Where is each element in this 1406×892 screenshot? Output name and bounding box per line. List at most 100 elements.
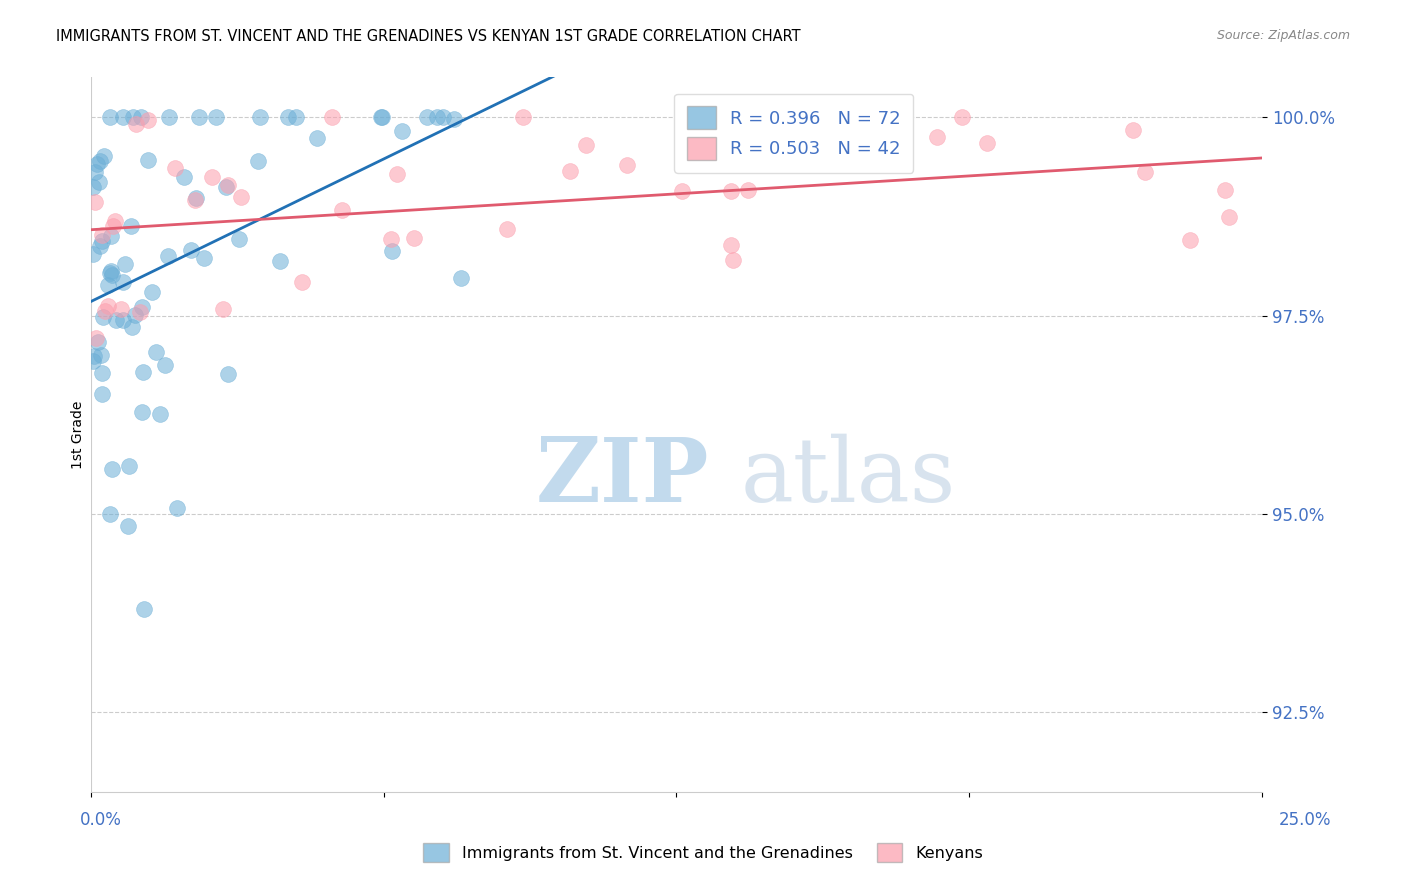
Point xyxy=(385,167,408,181)
Point xyxy=(277,110,299,124)
Point xyxy=(110,302,132,317)
Point xyxy=(720,184,742,198)
Point xyxy=(89,175,111,189)
Point xyxy=(575,138,598,153)
Point xyxy=(193,251,215,265)
Point xyxy=(201,170,224,185)
Text: 25.0%: 25.0% xyxy=(1278,811,1331,829)
Point xyxy=(391,123,413,137)
Point xyxy=(87,334,110,349)
Point xyxy=(82,179,104,194)
Point xyxy=(166,501,188,516)
Point xyxy=(163,161,186,175)
Point xyxy=(101,268,124,282)
Point xyxy=(94,304,117,318)
Point xyxy=(128,305,150,319)
Point xyxy=(976,136,998,151)
Point xyxy=(131,301,153,315)
Point xyxy=(215,180,238,194)
Point xyxy=(132,365,155,379)
Point xyxy=(443,112,465,126)
Point xyxy=(104,214,127,228)
Point xyxy=(97,277,120,292)
Point xyxy=(927,130,949,145)
Text: IMMIGRANTS FROM ST. VINCENT AND THE GRENADINES VS KENYAN 1ST GRADE CORRELATION C: IMMIGRANTS FROM ST. VINCENT AND THE GREN… xyxy=(56,29,801,44)
Point xyxy=(83,349,105,363)
Text: Source: ZipAtlas.com: Source: ZipAtlas.com xyxy=(1216,29,1350,42)
Point xyxy=(381,244,404,258)
Point xyxy=(111,275,134,289)
Point xyxy=(121,110,143,124)
Point xyxy=(149,407,172,421)
Point xyxy=(558,163,581,178)
Point xyxy=(950,110,973,124)
Point xyxy=(82,354,104,368)
Point xyxy=(82,247,104,261)
Point xyxy=(84,194,107,209)
Text: 0.0%: 0.0% xyxy=(80,811,122,829)
Point xyxy=(246,153,269,168)
Point xyxy=(720,238,742,252)
Point xyxy=(321,110,343,124)
Point xyxy=(141,285,163,300)
Point xyxy=(89,239,111,253)
Point xyxy=(91,234,114,248)
Point xyxy=(129,110,152,124)
Point xyxy=(90,348,112,362)
Point xyxy=(90,228,112,243)
Point xyxy=(512,110,534,124)
Point xyxy=(97,299,120,313)
Point xyxy=(380,232,402,246)
Point xyxy=(249,110,271,124)
Point xyxy=(188,110,211,124)
Point xyxy=(121,320,143,334)
Point xyxy=(330,202,353,217)
Point xyxy=(721,252,744,267)
Point xyxy=(98,507,121,521)
Point xyxy=(83,165,105,179)
Point xyxy=(91,310,114,324)
Point xyxy=(269,254,291,268)
Point xyxy=(184,193,207,207)
Legend: R = 0.396   N = 72, R = 0.503   N = 42: R = 0.396 N = 72, R = 0.503 N = 42 xyxy=(673,94,914,172)
Point xyxy=(112,313,135,327)
Point xyxy=(426,110,449,124)
Point xyxy=(173,169,195,184)
Text: ZIP: ZIP xyxy=(536,434,710,521)
Text: atlas: atlas xyxy=(741,434,956,521)
Y-axis label: 1st Grade: 1st Grade xyxy=(72,401,86,469)
Legend: Immigrants from St. Vincent and the Grenadines, Kenyans: Immigrants from St. Vincent and the Gren… xyxy=(418,837,988,868)
Point xyxy=(217,367,239,381)
Point xyxy=(91,386,114,401)
Point xyxy=(157,110,180,124)
Point xyxy=(156,249,179,263)
Point xyxy=(180,243,202,257)
Point xyxy=(89,154,111,169)
Point xyxy=(404,231,426,245)
Point xyxy=(118,458,141,473)
Point xyxy=(432,110,454,124)
Point xyxy=(145,344,167,359)
Point xyxy=(184,191,207,205)
Point xyxy=(93,148,115,162)
Point xyxy=(101,462,124,476)
Point xyxy=(153,358,176,372)
Point xyxy=(671,184,693,198)
Point xyxy=(117,519,139,533)
Point xyxy=(205,110,228,124)
Point xyxy=(496,222,519,236)
Point xyxy=(136,113,159,128)
Point xyxy=(707,157,730,171)
Point xyxy=(84,331,107,345)
Point xyxy=(371,110,394,124)
Point xyxy=(616,158,638,172)
Point xyxy=(305,131,328,145)
Point xyxy=(415,110,437,124)
Point xyxy=(231,190,253,204)
Point xyxy=(125,116,148,130)
Point xyxy=(100,229,122,244)
Point xyxy=(114,257,136,271)
Point xyxy=(1178,233,1201,247)
Point xyxy=(228,232,250,246)
Point xyxy=(91,366,114,380)
